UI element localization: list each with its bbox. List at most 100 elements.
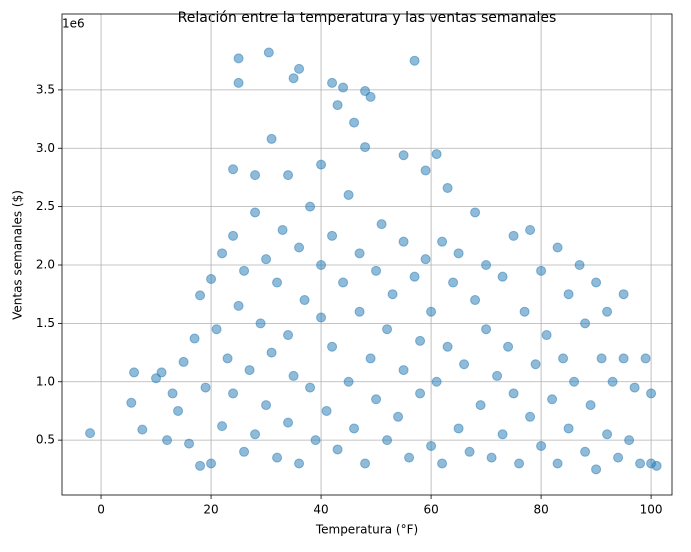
point xyxy=(602,306,613,317)
point xyxy=(481,260,492,271)
point xyxy=(453,423,464,434)
point xyxy=(459,359,470,370)
point xyxy=(552,242,563,253)
point xyxy=(85,428,96,439)
x-tick-label: 20 xyxy=(203,503,218,517)
y-tick-label: 0.5 xyxy=(36,433,55,447)
point xyxy=(294,242,305,253)
x-tick-label: 0 xyxy=(97,503,105,517)
point xyxy=(354,306,365,317)
point xyxy=(640,353,651,364)
point xyxy=(382,435,393,446)
point xyxy=(233,300,244,311)
point xyxy=(525,224,536,235)
point xyxy=(288,370,299,381)
point xyxy=(343,189,354,200)
point xyxy=(239,265,250,276)
point xyxy=(261,400,272,411)
point xyxy=(371,265,382,276)
point xyxy=(327,77,338,88)
point xyxy=(591,464,602,475)
point xyxy=(508,230,519,241)
point xyxy=(398,150,409,161)
point xyxy=(222,353,233,364)
point xyxy=(470,295,481,306)
point xyxy=(442,341,453,352)
point xyxy=(327,230,338,241)
point xyxy=(635,458,646,469)
point xyxy=(426,306,437,317)
point xyxy=(310,435,321,446)
point xyxy=(321,405,332,416)
point xyxy=(343,376,354,387)
point xyxy=(580,446,591,457)
point xyxy=(442,182,453,193)
point xyxy=(126,397,137,408)
point xyxy=(596,353,607,364)
point xyxy=(217,248,228,259)
point xyxy=(607,376,618,387)
y-tick-label: 1.5 xyxy=(36,316,55,330)
point xyxy=(338,82,349,93)
plot-frame xyxy=(61,13,673,496)
point xyxy=(255,318,266,329)
point xyxy=(464,446,475,457)
point xyxy=(305,382,316,393)
point xyxy=(263,47,274,58)
point xyxy=(129,367,140,378)
point xyxy=(184,438,195,449)
x-tick-label: 80 xyxy=(533,503,548,517)
point xyxy=(646,388,657,399)
x-tick-label: 100 xyxy=(640,503,663,517)
point xyxy=(431,376,442,387)
point xyxy=(585,400,596,411)
point xyxy=(387,289,398,300)
y-offset-label: 1e6 xyxy=(62,17,85,31)
point xyxy=(316,159,327,170)
point xyxy=(497,429,508,440)
point xyxy=(294,458,305,469)
point xyxy=(624,435,635,446)
point xyxy=(602,429,613,440)
point xyxy=(448,277,459,288)
point xyxy=(173,405,184,416)
point xyxy=(250,429,261,440)
x-axis-label: Temperatura (°F) xyxy=(315,523,418,537)
point xyxy=(228,230,239,241)
point xyxy=(294,63,305,74)
point xyxy=(228,388,239,399)
point xyxy=(536,265,547,276)
point xyxy=(618,353,629,364)
point xyxy=(409,271,420,282)
point xyxy=(167,388,178,399)
point xyxy=(376,219,387,230)
point xyxy=(316,312,327,323)
point xyxy=(272,277,283,288)
point xyxy=(299,295,310,306)
point xyxy=(530,359,541,370)
point xyxy=(475,400,486,411)
point xyxy=(360,458,371,469)
y-tick-label: 2.0 xyxy=(36,258,55,272)
point xyxy=(508,388,519,399)
point xyxy=(574,260,585,271)
point xyxy=(217,421,228,432)
point xyxy=(398,365,409,376)
point xyxy=(189,333,200,344)
point xyxy=(563,289,574,300)
point xyxy=(137,424,148,435)
point xyxy=(233,77,244,88)
point xyxy=(156,367,167,378)
point xyxy=(541,330,552,341)
point xyxy=(206,458,217,469)
point xyxy=(266,133,277,144)
point xyxy=(332,444,343,455)
point xyxy=(283,330,294,341)
point xyxy=(365,353,376,364)
point xyxy=(360,142,371,153)
point xyxy=(283,417,294,428)
point xyxy=(514,458,525,469)
point xyxy=(195,290,206,301)
y-tick-label: 1.0 xyxy=(36,374,55,388)
point xyxy=(558,353,569,364)
